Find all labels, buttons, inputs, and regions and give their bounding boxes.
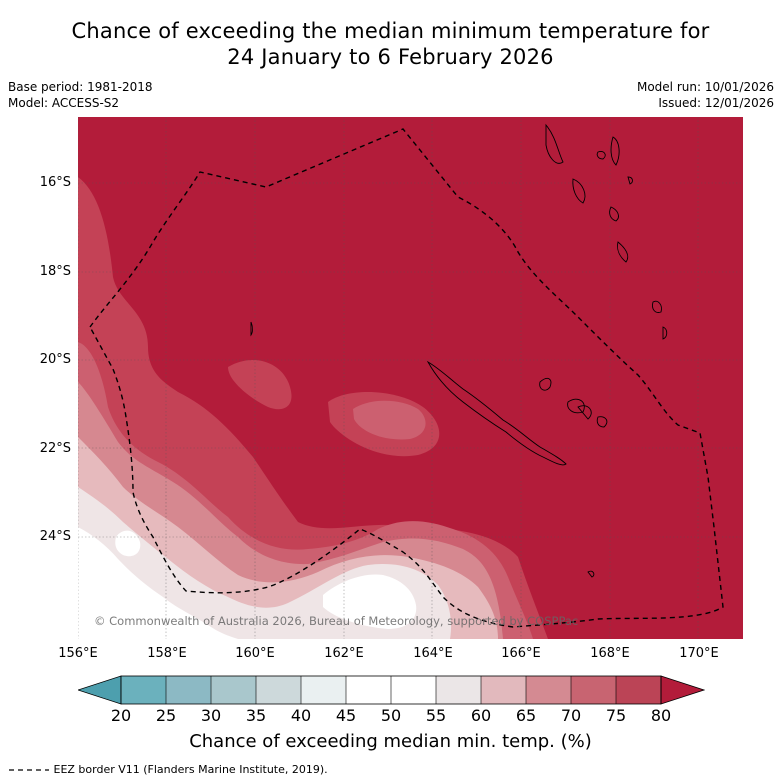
vanuatu-espiritu <box>545 123 564 164</box>
colorbar <box>78 675 705 705</box>
colorbar-tick-75: 75 <box>605 706 627 725</box>
islands-central <box>250 321 253 337</box>
colorbar-tick-60: 60 <box>470 706 492 725</box>
colorbar-seg-30-35 <box>211 676 256 704</box>
lat-label-22s: 22°S <box>39 441 71 456</box>
colorbar-seg-35-40 <box>256 676 301 704</box>
copyright-notice: © Commonwealth of Australia 2026, Bureau… <box>94 614 578 628</box>
colorbar-tick-45: 45 <box>335 706 357 725</box>
colorbar-tick-30: 30 <box>200 706 222 725</box>
colorbar-seg-40-45 <box>301 676 346 704</box>
colorbar-tick-40: 40 <box>290 706 312 725</box>
eez-legend-line <box>9 769 49 771</box>
vanuatu-malakula <box>572 178 586 204</box>
coastlines <box>250 123 668 578</box>
colorbar-seg-25-30 <box>166 676 211 704</box>
lat-label-18s: 18°S <box>39 264 71 279</box>
forecast-map: © Commonwealth of Australia 2026, Bureau… <box>78 117 743 639</box>
colorbar-title: Chance of exceeding median min. temp. (%… <box>189 731 592 752</box>
lon-label-160e: 160°E <box>235 646 275 661</box>
colorbar-arrow-low <box>78 675 122 705</box>
colorbar-tick-65: 65 <box>515 706 537 725</box>
colorbar-tick-55: 55 <box>425 706 447 725</box>
colorbar-seg-55-60 <box>436 676 481 704</box>
title-line-2: 24 January to 6 February 2026 <box>227 45 554 69</box>
vanuatu-efate <box>609 206 619 222</box>
eez-legend-label: EEZ border V11 (Flanders Marine Institut… <box>53 763 328 776</box>
chart-title: Chance of exceeding the median minimum t… <box>0 18 781 70</box>
meta-right: Model run: 10/01/2026 Issued: 12/01/2026 <box>637 79 774 111</box>
colorbar-seg-65-70 <box>526 676 571 704</box>
islands-east <box>652 300 668 340</box>
band-50 <box>78 527 238 639</box>
colorbar-seg-50-55 <box>391 676 436 704</box>
colorbar-seg-60-65 <box>481 676 526 704</box>
model-run: Model run: 10/01/2026 <box>636 80 774 94</box>
colorbar-tick-70: 70 <box>560 706 582 725</box>
lat-label-24s: 24°S <box>39 529 71 544</box>
vanuatu-chain <box>610 136 629 263</box>
lon-label-170e: 170°E <box>679 646 719 661</box>
lon-label-156e: 156°E <box>58 646 98 661</box>
loyalty-islands <box>539 377 608 428</box>
base-period: Base period: 1981-2018 <box>8 80 153 94</box>
colorbar-tick-35: 35 <box>245 706 267 725</box>
lat-label-16s: 16°S <box>39 175 71 190</box>
colorbar-tick-20: 20 <box>110 706 132 725</box>
colorbar-seg-75-80 <box>616 676 661 704</box>
band-70-center <box>353 400 426 440</box>
gridlines <box>78 117 743 639</box>
lon-label-162e: 162°E <box>324 646 364 661</box>
lon-label-168e: 168°E <box>590 646 630 661</box>
eez-legend: EEZ border V11 (Flanders Marine Institut… <box>8 763 328 776</box>
eez-border <box>89 128 724 628</box>
lon-label-164e: 164°E <box>413 646 453 661</box>
meta-left: Base period: 1981-2018 Model: ACCESS-S2 <box>8 79 153 111</box>
lon-label-158e: 158°E <box>147 646 187 661</box>
model-name: Model: ACCESS-S2 <box>8 96 120 110</box>
colorbar-seg-70-75 <box>571 676 616 704</box>
title-line-1: Chance of exceeding the median minimum t… <box>71 19 710 43</box>
colorbar-tick-50: 50 <box>380 706 402 725</box>
colorbar-arrow-high <box>660 675 705 705</box>
colorbar-seg-45-50 <box>346 676 391 704</box>
lon-label-166e: 166°E <box>501 646 541 661</box>
vanuatu-small <box>596 151 633 185</box>
band-75-north <box>228 359 292 410</box>
colorbar-seg-20-25 <box>121 676 166 704</box>
colorbar-tick-25: 25 <box>155 706 177 725</box>
issued-date: Issued: 12/01/2026 <box>658 96 774 110</box>
islands-southeast <box>577 405 595 578</box>
colorbar-tick-80: 80 <box>650 706 672 725</box>
lat-label-20s: 20°S <box>39 352 71 367</box>
band-50-south <box>323 574 417 629</box>
new-caledonia-outline <box>426 360 567 466</box>
